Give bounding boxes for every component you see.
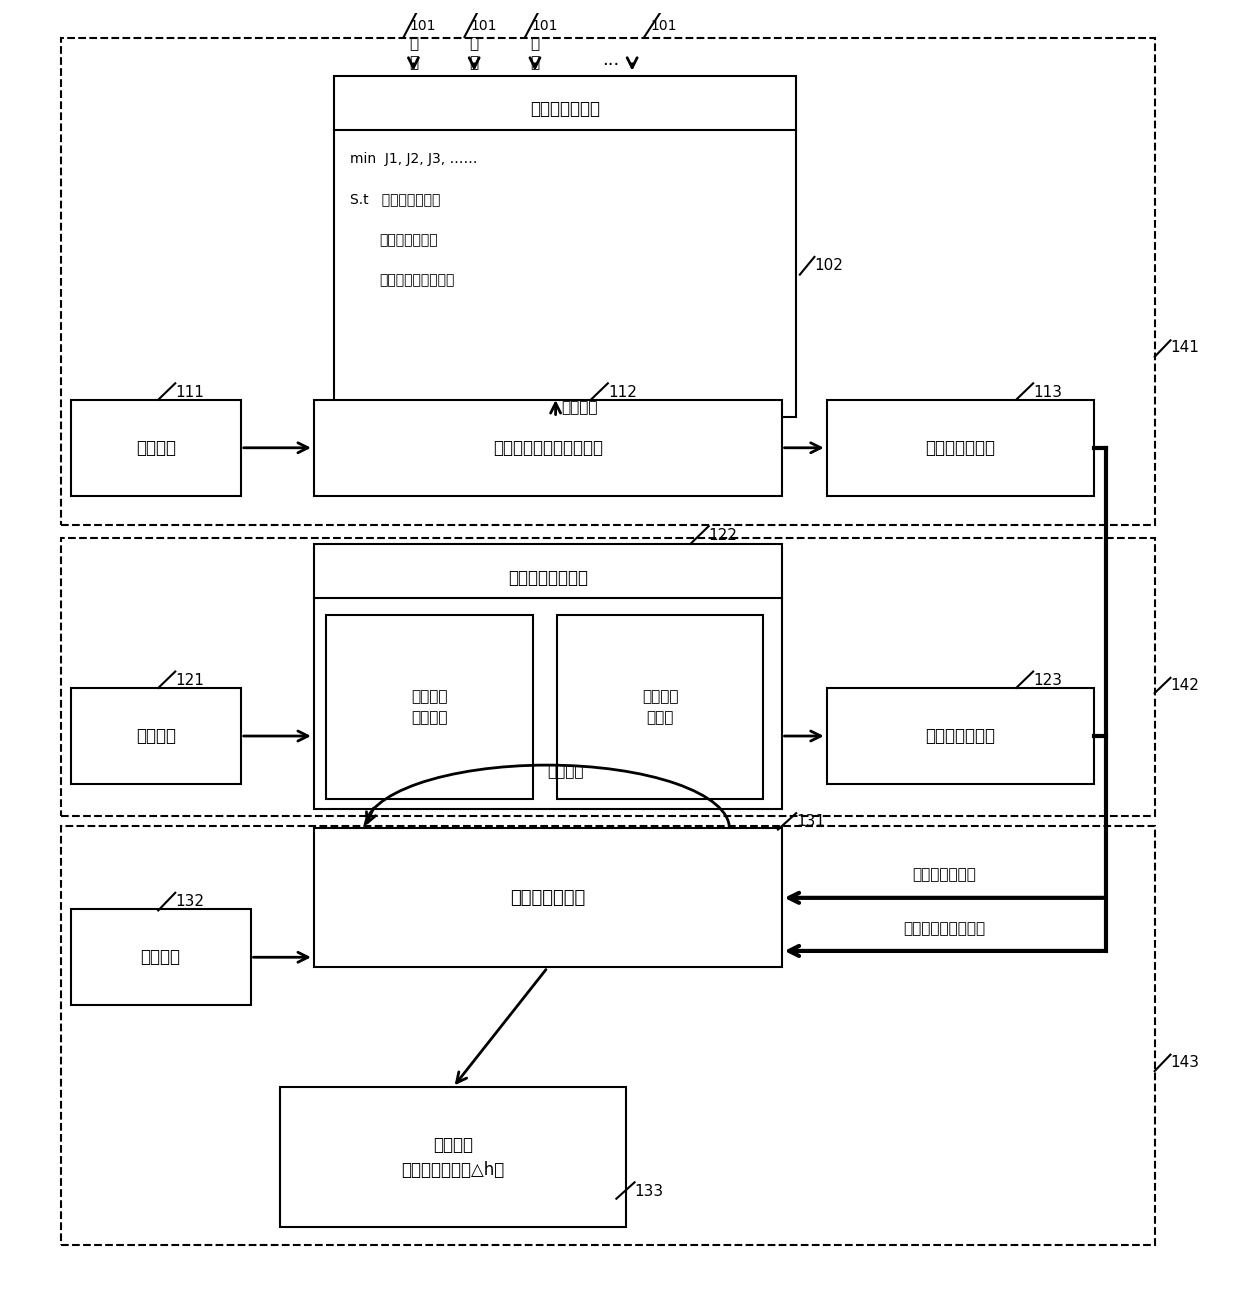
Bar [314, 400, 781, 495]
Bar [71, 688, 241, 784]
Text: 111: 111 [175, 384, 205, 400]
Bar [326, 614, 532, 800]
Text: 分配结果
（各机架压下量△h）: 分配结果 （各机架压下量△h） [402, 1135, 505, 1179]
Text: 负荷分配初始值: 负荷分配初始值 [925, 728, 996, 746]
Text: 101: 101 [650, 18, 677, 32]
Text: S.t   生产设备约束；: S.t 生产设备约束； [350, 192, 440, 206]
Text: 112: 112 [608, 384, 636, 400]
Text: 钙
种: 钙 种 [409, 36, 418, 70]
Text: 温
度: 温 度 [531, 36, 539, 70]
Text: 经验负荷分配模型: 经验负荷分配模型 [507, 569, 588, 587]
Bar [61, 538, 1154, 815]
Bar [827, 400, 1094, 495]
Text: 迭代计算: 迭代计算 [547, 764, 584, 779]
Text: ...: ... [601, 50, 619, 68]
Text: 限幅修正: 限幅修正 [140, 948, 181, 966]
Text: 混合粒子群优化算法模型: 混合粒子群优化算法模型 [492, 439, 603, 457]
Text: 优化目标: 优化目标 [562, 400, 598, 415]
Text: 101: 101 [409, 18, 436, 32]
Text: 133: 133 [635, 1184, 663, 1198]
Text: 142: 142 [1171, 679, 1199, 693]
Bar [61, 39, 1154, 525]
Text: 102: 102 [815, 258, 843, 273]
Text: 生产工艺约束；: 生产工艺约束； [379, 233, 438, 246]
Bar [314, 828, 781, 968]
Text: 多目标优化函数: 多目标优化函数 [531, 101, 600, 117]
Text: 101: 101 [531, 18, 558, 32]
Text: 121: 121 [175, 673, 205, 688]
Bar [335, 76, 796, 418]
Bar [827, 688, 1094, 784]
Text: 141: 141 [1171, 341, 1199, 356]
Bar [71, 400, 241, 495]
Bar [314, 544, 781, 809]
Text: 札制力分配模型: 札制力分配模型 [510, 889, 585, 907]
Text: 札制力分配系数: 札制力分配系数 [925, 439, 996, 457]
Bar [71, 909, 250, 1005]
Text: 厉
度: 厉 度 [470, 36, 479, 70]
Text: 131: 131 [796, 814, 825, 829]
Bar [61, 826, 1154, 1246]
Text: 输入数据: 输入数据 [136, 728, 176, 746]
Text: 札制力分配系数约束: 札制力分配系数约束 [903, 921, 985, 935]
Text: 负荷分配初始值: 负荷分配初始值 [911, 868, 976, 882]
Text: 标准压下
率分配法: 标准压下 率分配法 [410, 689, 448, 725]
Text: 能耗曲线
分配法: 能耗曲线 分配法 [642, 689, 678, 725]
Text: 122: 122 [709, 528, 738, 543]
Text: 101: 101 [470, 18, 497, 32]
Text: 143: 143 [1171, 1055, 1199, 1069]
Bar [557, 614, 764, 800]
Bar [280, 1087, 626, 1227]
Text: 初始数据: 初始数据 [136, 439, 176, 457]
Text: 现场生产经验约束；: 现场生产经验约束； [379, 273, 455, 288]
Text: min  J1, J2, J3, ……: min J1, J2, J3, …… [350, 152, 477, 166]
Text: 123: 123 [1033, 673, 1063, 688]
Text: 113: 113 [1033, 384, 1063, 400]
Text: 132: 132 [175, 894, 205, 909]
